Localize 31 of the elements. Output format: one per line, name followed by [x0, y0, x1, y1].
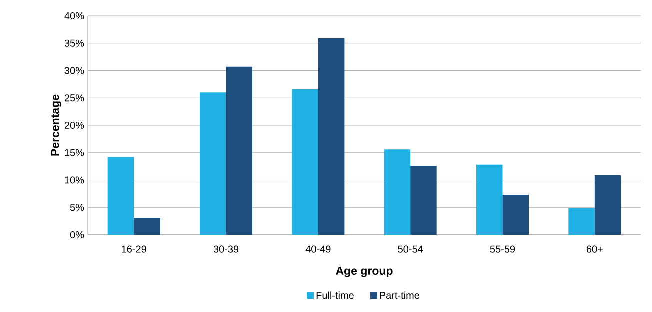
bar	[594, 175, 622, 235]
bar	[568, 208, 595, 235]
bar	[226, 66, 253, 235]
y-tick-label: 0%	[70, 231, 84, 239]
bar	[502, 195, 530, 235]
bar	[410, 166, 437, 235]
y-tick-label: 5%	[70, 204, 84, 212]
x-tick-label: 40-49	[306, 246, 331, 253]
bar	[200, 92, 226, 235]
x-axis-title: Age group	[336, 267, 393, 278]
legend-label: Part-time	[380, 292, 420, 300]
bar	[292, 89, 318, 235]
bar	[476, 164, 503, 235]
y-axis-title: Percentage	[51, 94, 62, 156]
x-tick-label: 30-39	[214, 246, 239, 253]
legend-label: Full-time	[316, 292, 354, 300]
x-tick-label: 16-29	[122, 246, 146, 253]
y-tick-label: 25%	[64, 94, 84, 102]
y-tick-label: 35%	[64, 40, 84, 47]
y-tick-label: 40%	[64, 12, 84, 20]
x-tick-label: 55-59	[490, 246, 516, 253]
y-tick-label: 20%	[64, 122, 84, 130]
y-tick-label: 10%	[65, 176, 84, 184]
y-tick-label: 15%	[65, 149, 84, 156]
x-tick-label: 50-54	[398, 246, 424, 253]
x-tick-label: 60+	[586, 246, 603, 253]
bar	[384, 150, 411, 235]
y-tick-label: 30%	[64, 67, 84, 74]
bar	[108, 157, 134, 235]
bar	[134, 218, 160, 235]
bar	[318, 38, 345, 235]
